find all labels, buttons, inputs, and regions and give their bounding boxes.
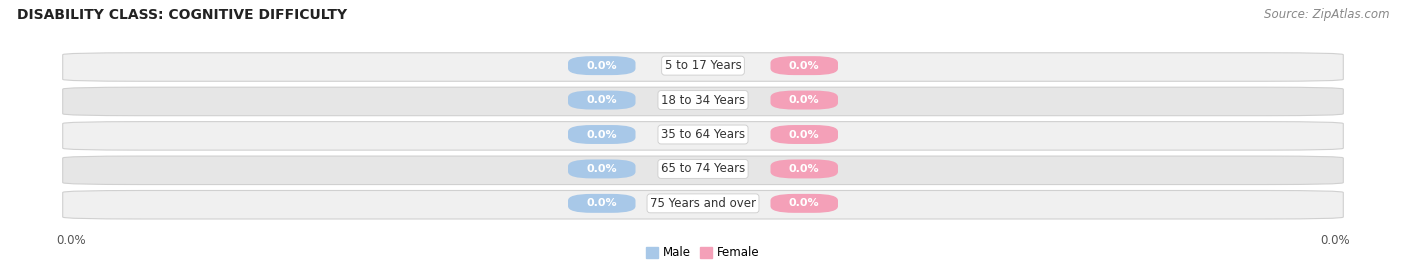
Text: 0.0%: 0.0% <box>586 129 617 140</box>
Text: 0.0%: 0.0% <box>789 129 820 140</box>
Text: 0.0%: 0.0% <box>789 95 820 105</box>
Text: 75 Years and over: 75 Years and over <box>650 197 756 210</box>
Text: 0.0%: 0.0% <box>789 198 820 208</box>
Text: 0.0%: 0.0% <box>1320 234 1350 247</box>
Text: Source: ZipAtlas.com: Source: ZipAtlas.com <box>1264 8 1389 21</box>
FancyBboxPatch shape <box>63 156 1343 185</box>
Text: 0.0%: 0.0% <box>56 234 86 247</box>
FancyBboxPatch shape <box>63 53 1343 81</box>
FancyBboxPatch shape <box>568 125 636 144</box>
Text: 0.0%: 0.0% <box>789 164 820 174</box>
FancyBboxPatch shape <box>770 56 838 75</box>
Text: 0.0%: 0.0% <box>586 164 617 174</box>
Text: 18 to 34 Years: 18 to 34 Years <box>661 94 745 107</box>
FancyBboxPatch shape <box>770 125 838 144</box>
Legend: Male, Female: Male, Female <box>641 242 765 264</box>
Text: 0.0%: 0.0% <box>586 61 617 71</box>
Text: 65 to 74 Years: 65 to 74 Years <box>661 162 745 175</box>
Text: 0.0%: 0.0% <box>586 198 617 208</box>
FancyBboxPatch shape <box>568 91 636 109</box>
FancyBboxPatch shape <box>770 91 838 109</box>
FancyBboxPatch shape <box>568 194 636 213</box>
FancyBboxPatch shape <box>63 122 1343 150</box>
Text: 35 to 64 Years: 35 to 64 Years <box>661 128 745 141</box>
Text: 0.0%: 0.0% <box>789 61 820 71</box>
Text: 0.0%: 0.0% <box>586 95 617 105</box>
Text: DISABILITY CLASS: COGNITIVE DIFFICULTY: DISABILITY CLASS: COGNITIVE DIFFICULTY <box>17 8 347 22</box>
FancyBboxPatch shape <box>568 56 636 75</box>
FancyBboxPatch shape <box>63 87 1343 116</box>
FancyBboxPatch shape <box>770 160 838 178</box>
FancyBboxPatch shape <box>63 190 1343 219</box>
FancyBboxPatch shape <box>770 194 838 213</box>
Text: 5 to 17 Years: 5 to 17 Years <box>665 59 741 72</box>
FancyBboxPatch shape <box>568 160 636 178</box>
